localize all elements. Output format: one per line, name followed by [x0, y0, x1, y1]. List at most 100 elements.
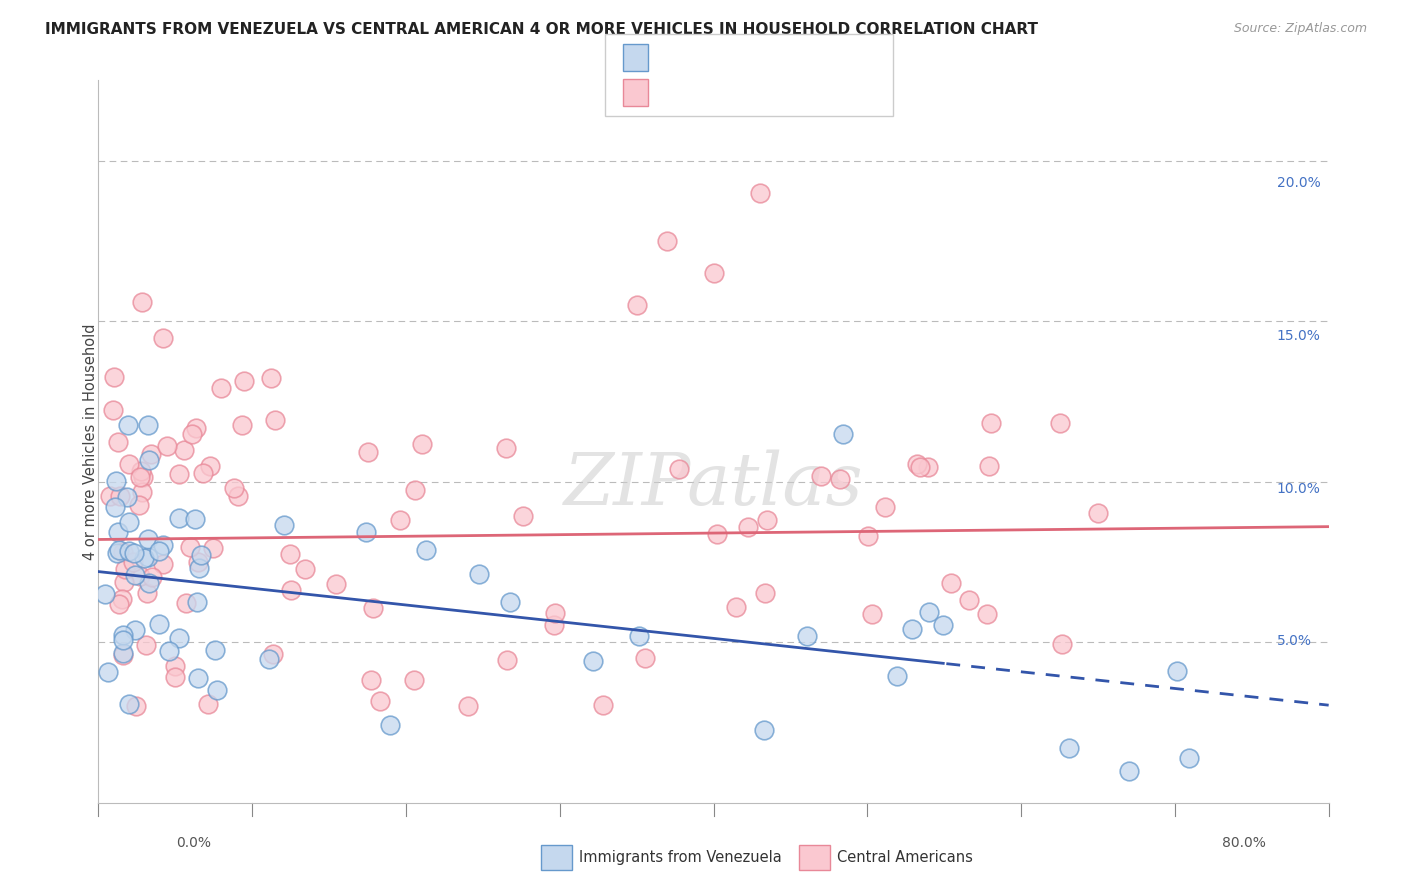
Text: Immigrants from Venezuela: Immigrants from Venezuela	[579, 850, 782, 864]
Point	[152, 539, 174, 553]
Point	[104, 500, 127, 515]
Text: 20.0%: 20.0%	[1277, 177, 1320, 190]
Point	[856, 529, 879, 543]
Point	[131, 295, 153, 310]
Point	[179, 540, 201, 554]
Point	[103, 370, 125, 384]
Point	[118, 697, 141, 711]
Point	[280, 583, 302, 598]
Point	[105, 474, 128, 488]
Point	[125, 699, 148, 714]
Point	[111, 591, 134, 606]
Y-axis label: 4 or more Vehicles in Household: 4 or more Vehicles in Household	[83, 323, 97, 560]
Point	[1057, 741, 1080, 756]
Point	[1177, 751, 1199, 765]
Point	[107, 546, 129, 560]
Point	[152, 331, 174, 345]
Point	[499, 595, 522, 609]
Point	[187, 560, 209, 574]
Point	[141, 447, 163, 461]
Text: Central Americans: Central Americans	[837, 850, 973, 864]
Point	[737, 520, 759, 534]
Point	[748, 186, 770, 200]
Point	[231, 417, 253, 432]
Point	[117, 417, 139, 432]
Point	[132, 550, 155, 565]
Point	[167, 467, 190, 481]
Text: 0.0%: 0.0%	[176, 836, 211, 850]
Point	[260, 371, 283, 385]
Point	[467, 567, 489, 582]
Point	[152, 557, 174, 571]
Point	[918, 605, 941, 619]
Point	[136, 417, 159, 432]
Point	[496, 653, 519, 667]
Point	[94, 586, 117, 600]
Point	[201, 541, 224, 556]
Text: R = -0.123: R = -0.123	[657, 51, 731, 64]
Point	[107, 597, 129, 611]
Point	[115, 491, 138, 505]
Point	[1166, 665, 1188, 679]
Point	[1087, 506, 1109, 520]
Point	[294, 562, 316, 576]
Point	[543, 606, 565, 620]
Point	[910, 459, 932, 474]
Point	[124, 624, 146, 638]
Text: ZIPatlas: ZIPatlas	[564, 450, 863, 520]
Point	[129, 465, 152, 479]
Point	[1049, 416, 1071, 430]
Point	[754, 586, 776, 600]
Point	[191, 466, 214, 480]
Point	[128, 498, 150, 512]
Point	[132, 470, 155, 484]
Point	[136, 532, 159, 546]
Point	[157, 643, 180, 657]
Text: IMMIGRANTS FROM VENEZUELA VS CENTRAL AMERICAN 4 OR MORE VEHICLES IN HOUSEHOLD CO: IMMIGRANTS FROM VENEZUELA VS CENTRAL AME…	[45, 22, 1038, 37]
Point	[156, 440, 179, 454]
Point	[796, 629, 818, 643]
Point	[111, 632, 134, 647]
Point	[187, 671, 209, 685]
Text: Source: ZipAtlas.com: Source: ZipAtlas.com	[1233, 22, 1367, 36]
Text: N = 57: N = 57	[773, 51, 825, 64]
Point	[204, 643, 226, 657]
Point	[389, 513, 412, 527]
Point	[278, 547, 301, 561]
Point	[626, 298, 648, 312]
Point	[148, 616, 170, 631]
Point	[703, 266, 725, 280]
Point	[138, 576, 160, 591]
Point	[357, 445, 380, 459]
Text: 10.0%: 10.0%	[1277, 482, 1320, 496]
Point	[273, 518, 295, 533]
Point	[860, 607, 883, 621]
Point	[232, 374, 254, 388]
Point	[124, 567, 146, 582]
Point	[360, 673, 382, 687]
Point	[112, 646, 135, 660]
Point	[118, 458, 141, 472]
Point	[135, 638, 157, 652]
Point	[257, 652, 280, 666]
Point	[112, 648, 135, 662]
Point	[830, 472, 852, 486]
Point	[262, 648, 284, 662]
Point	[1050, 637, 1073, 651]
Point	[198, 459, 221, 474]
Point	[190, 548, 212, 562]
Point	[657, 234, 679, 248]
Point	[163, 670, 186, 684]
Point	[114, 562, 136, 576]
Point	[118, 515, 141, 529]
Point	[184, 512, 207, 526]
Point	[752, 723, 775, 737]
Point	[756, 513, 779, 527]
Point	[169, 631, 191, 645]
Point	[957, 593, 980, 607]
Point	[404, 483, 426, 497]
Point	[107, 524, 129, 539]
Point	[187, 555, 209, 569]
Point	[226, 489, 249, 503]
Point	[378, 718, 401, 732]
